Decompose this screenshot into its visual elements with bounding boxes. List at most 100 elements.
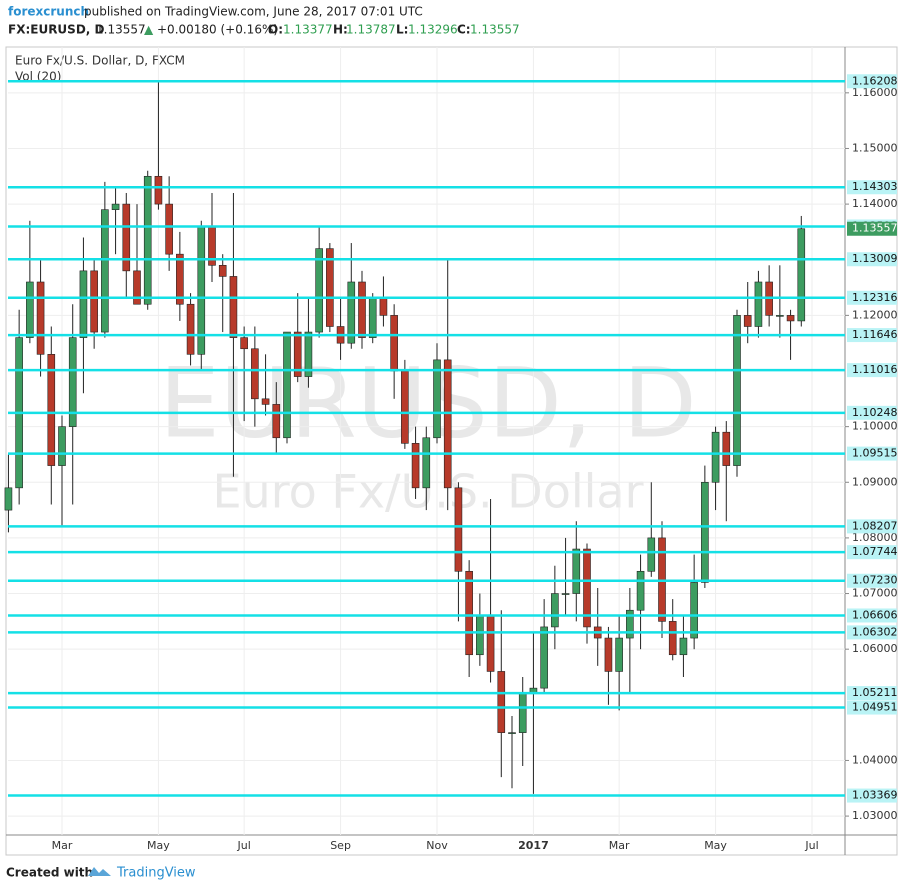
level-label-box: [847, 328, 897, 343]
candle-body: [283, 331, 291, 439]
candle-body: [679, 637, 688, 656]
y-tick-label: 1.15000: [852, 141, 898, 154]
candle-body: [583, 548, 591, 628]
level-label: 1.11646: [852, 328, 898, 341]
x-tick-label: May: [147, 839, 170, 852]
high: 1.13787: [346, 23, 396, 37]
candle-body: [401, 370, 409, 444]
level-label: 1.13009: [852, 252, 898, 265]
y-tick-label: 1.07000: [852, 587, 898, 600]
candle-body: [272, 404, 281, 439]
y-tick-label: 1.12000: [852, 308, 898, 321]
last-price-label: 1.13557: [852, 222, 898, 235]
level-label: 1.04951: [852, 701, 898, 714]
candle-body: [165, 203, 173, 255]
candle-body: [293, 331, 302, 377]
y-tick-label: 1.08000: [852, 531, 898, 544]
candle-body: [743, 315, 752, 327]
candle-body: [379, 298, 388, 316]
level-label: 1.11016: [852, 363, 898, 376]
candle-body: [79, 270, 88, 338]
candle-body: [101, 209, 109, 333]
candle-body: [358, 281, 366, 338]
last-price-box: [847, 221, 897, 236]
brand[interactable]: TradingView: [116, 866, 196, 881]
candle-body: [315, 248, 323, 333]
candle-body: [47, 354, 56, 466]
candle-body: [754, 281, 763, 327]
candle-body: [443, 359, 452, 489]
candle-body: [90, 270, 98, 333]
level-label-box: [847, 573, 897, 588]
x-tick-label: Mar: [609, 839, 630, 852]
candle-body: [4, 487, 13, 511]
candle-body: [390, 315, 398, 372]
candle-body: [240, 337, 248, 350]
candle-body: [561, 593, 570, 595]
candle-body: [508, 732, 516, 734]
candle-body: [465, 570, 473, 656]
x-tick-label: Nov: [426, 839, 448, 852]
published: published on TradingView.com, June 28, 2…: [84, 5, 423, 19]
candle-body: [786, 315, 795, 322]
candle-body: [304, 331, 313, 377]
created-with: Created with: [6, 866, 93, 880]
candle-body: [615, 637, 623, 672]
level-label-box: [847, 519, 897, 534]
level-label-box: [847, 405, 897, 420]
y-tick-label: 1.16000: [852, 86, 898, 99]
level-label-box: [847, 686, 897, 701]
candle-body: [433, 359, 441, 439]
level-label-box: [847, 446, 897, 461]
level-label: 1.06302: [852, 625, 898, 638]
x-tick-label: Jul: [237, 839, 251, 852]
low: 1.13296: [408, 23, 458, 37]
candle-body: [701, 481, 709, 583]
candle-body: [422, 437, 431, 489]
candle-body: [551, 593, 559, 628]
candle-body: [486, 615, 495, 672]
open-label: O:: [268, 23, 283, 37]
indicator: Vol (20): [15, 70, 61, 84]
candle-body: [518, 693, 527, 733]
candle-body: [572, 548, 581, 594]
candle-body: [636, 570, 645, 611]
candle-body: [411, 443, 420, 489]
author[interactable]: forexcrunch: [8, 5, 89, 19]
candle-body: [143, 175, 152, 305]
candle-body: [647, 537, 656, 572]
level-label: 1.08207: [852, 519, 898, 532]
candle-body: [776, 315, 784, 317]
y-tick-label: 1.04000: [852, 753, 898, 766]
level-label-box: [847, 363, 897, 378]
level-label: 1.05211: [852, 686, 898, 699]
level-label: 1.12316: [852, 291, 898, 304]
candle-body: [58, 426, 66, 466]
close: 1.13557: [470, 23, 520, 37]
candle-body: [497, 671, 506, 733]
level-label: 1.07230: [852, 574, 898, 587]
level-label-box: [847, 788, 897, 803]
level-label: 1.09515: [852, 447, 898, 460]
up-arrow: ▲: [144, 23, 154, 37]
candle-body: [454, 487, 463, 572]
symbol: FX:EURUSD, D: [8, 23, 105, 37]
level-label-box: [847, 625, 897, 640]
candle-body: [36, 281, 45, 355]
level-label: 1.03369: [852, 789, 898, 802]
candle-body: [368, 298, 377, 338]
candle-body: [261, 398, 270, 405]
logo: [88, 867, 111, 876]
y-tick-label: 1.10000: [852, 420, 898, 433]
x-tick-label: May: [704, 839, 727, 852]
close-label: C:: [457, 23, 471, 37]
candle-body: [154, 175, 163, 205]
candle-body: [690, 582, 698, 639]
level-label-box: [847, 608, 897, 623]
y-tick-label: 1.14000: [852, 197, 898, 210]
candle-body: [540, 626, 548, 689]
candle-body: [68, 337, 77, 427]
candle-body: [176, 253, 184, 305]
low-label: L:: [396, 23, 408, 37]
